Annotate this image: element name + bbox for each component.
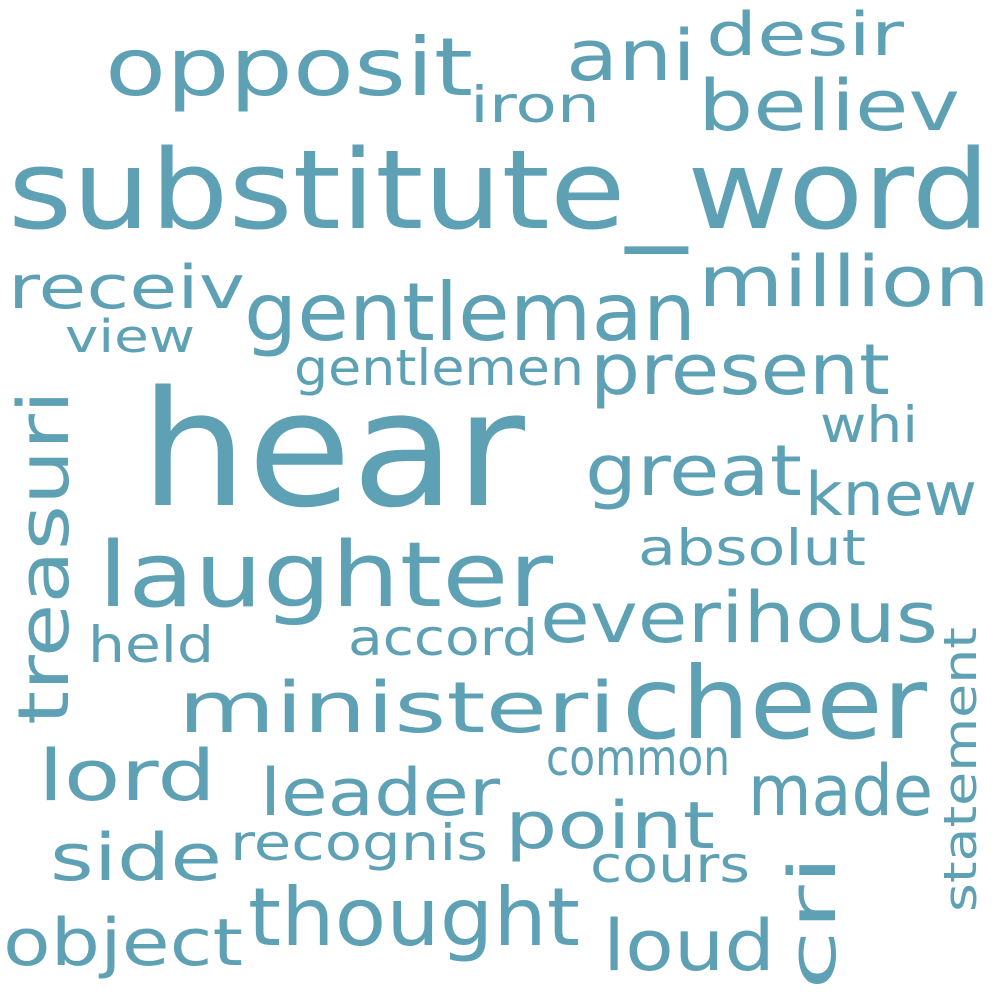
- word-everihous: everihous: [540, 577, 938, 659]
- word-side: side: [50, 821, 222, 896]
- word-cri: cri: [776, 855, 851, 990]
- word-knew: knew: [805, 460, 977, 530]
- word-statement: statement: [934, 627, 987, 912]
- word-desir: desir: [706, 0, 904, 70]
- word-view: view: [65, 310, 195, 363]
- word-object: object: [3, 906, 243, 981]
- word-receiv: receiv: [8, 253, 245, 323]
- word-opposit: opposit: [105, 21, 473, 114]
- word-gentlemen: gentlemen: [294, 339, 584, 397]
- word-gentleman: gentleman: [244, 266, 696, 359]
- word-laughter: laughter: [98, 523, 553, 628]
- word-million: million: [698, 241, 990, 323]
- word-absolut: absolut: [638, 519, 866, 577]
- word-loud: loud: [603, 905, 775, 987]
- word-great: great: [585, 430, 802, 512]
- word-thought: thought: [248, 871, 580, 964]
- word-point: point: [505, 789, 715, 864]
- word-ani: ani: [566, 15, 696, 97]
- word-leader: leader: [260, 756, 500, 831]
- word-cheer: cheer: [622, 645, 928, 762]
- word-present: present: [590, 329, 890, 411]
- word-whi: whi: [820, 396, 918, 454]
- word-held: held: [88, 616, 214, 674]
- word-cours: cours: [590, 836, 750, 894]
- word-hear: hear: [140, 356, 525, 543]
- word-treasuri: treasuri: [3, 390, 85, 725]
- word-iron: iron: [470, 76, 600, 134]
- word-substitute_word: substitute_word: [8, 126, 990, 254]
- word-ministeri: ministeri: [178, 667, 616, 749]
- word-lord: lord: [38, 735, 216, 817]
- word-recognis: recognis: [230, 814, 488, 872]
- word-believ: believ: [698, 65, 960, 147]
- word-made: made: [748, 750, 933, 832]
- word-common: common: [546, 729, 730, 787]
- word-accord: accord: [348, 609, 538, 667]
